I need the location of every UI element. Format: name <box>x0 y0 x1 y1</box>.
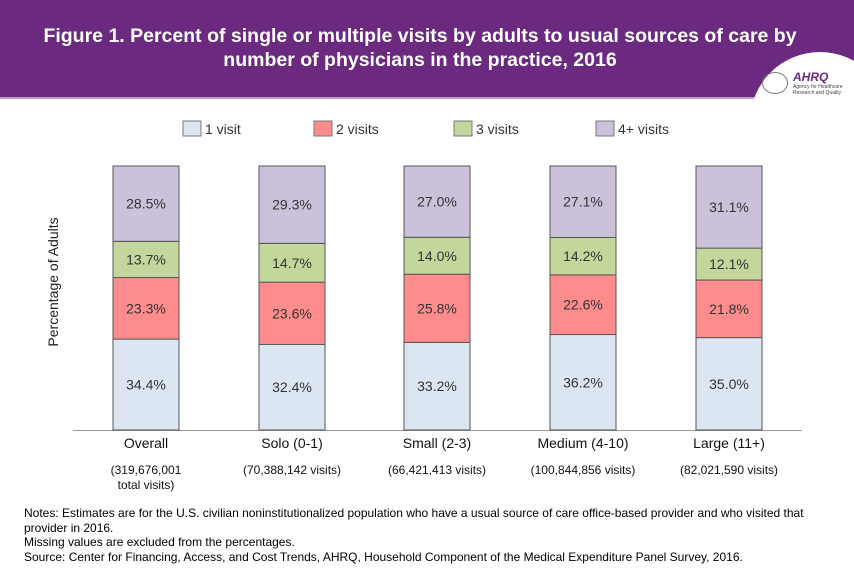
data-label: 28.5% <box>126 196 166 212</box>
category-label: Medium (4-10) <box>537 435 628 451</box>
category-sublabel: (66,421,413 visits) <box>388 463 486 477</box>
bar-segment <box>695 247 763 281</box>
category-label: Small (2-3) <box>403 435 471 451</box>
notes: Notes: Estimates are for the U.S. civili… <box>24 506 844 564</box>
logo-text: AHRQ <box>793 70 829 84</box>
note-line: Source: Center for Financing, Access, an… <box>24 549 743 564</box>
data-label: 27.0% <box>417 194 457 210</box>
bar-segment <box>403 165 471 238</box>
bar-segment <box>112 165 180 242</box>
category-sublabel: (82,021,590 visits) <box>680 463 778 477</box>
data-label: 35.0% <box>709 376 749 392</box>
data-label: 21.8% <box>709 301 749 317</box>
note-line: Missing values are excluded from the per… <box>24 535 295 549</box>
bar-segment <box>695 165 763 249</box>
category-sublabel: (100,844,856 visits) <box>531 463 636 477</box>
data-label: 32.4% <box>272 379 312 395</box>
legend-swatch <box>595 120 615 137</box>
data-label: 27.1% <box>563 194 603 210</box>
bar-segment <box>549 165 617 238</box>
bar-segment <box>258 343 326 431</box>
bar-segment <box>112 338 180 431</box>
hhs-eagle-icon <box>762 72 788 94</box>
data-label: 23.6% <box>272 305 312 321</box>
legend-label: 1 visit <box>205 121 241 137</box>
data-label: 13.7% <box>126 251 166 267</box>
data-label: 33.2% <box>417 378 457 394</box>
data-label: 14.2% <box>563 248 603 264</box>
data-label: 31.1% <box>709 199 749 215</box>
data-label: 29.3% <box>272 197 312 213</box>
bar-segment <box>258 165 326 244</box>
bar-segment <box>112 240 180 279</box>
category-label: Solo (0-1) <box>261 435 322 451</box>
legend-swatch <box>182 120 202 137</box>
data-label: 14.0% <box>417 248 457 264</box>
category-sublabel: total visits) <box>118 478 175 492</box>
header-banner: Figure 1. Percent of single or multiple … <box>0 0 854 99</box>
data-label: 12.1% <box>709 256 749 272</box>
legend-swatch <box>313 120 333 137</box>
bar-segment <box>258 281 326 345</box>
bar-segment <box>403 341 471 431</box>
bar-segment <box>403 236 471 275</box>
bar-segment <box>549 236 617 276</box>
data-label: 36.2% <box>563 374 603 390</box>
note-line: Notes: Estimates are for the U.S. civili… <box>24 506 804 535</box>
category-label: Overall <box>124 435 168 451</box>
y-axis-label: Percentage of Adults <box>45 217 61 346</box>
data-label: 34.4% <box>126 377 166 393</box>
bar-segment <box>403 273 471 343</box>
category-sublabel: (70,388,142 visits) <box>243 463 341 477</box>
data-label: 25.8% <box>417 300 457 316</box>
legend-label: 2 visits <box>336 121 379 137</box>
data-label: 22.6% <box>563 297 603 313</box>
data-label: 23.3% <box>126 300 166 316</box>
logo-subtext: Agency for Healthcare Research and Quali… <box>793 84 843 96</box>
legend-label: 3 visits <box>476 121 519 137</box>
chart-title: Figure 1. Percent of single or multiple … <box>43 25 797 71</box>
category-label: Large (11+) <box>693 435 765 451</box>
data-label: 14.7% <box>272 255 312 271</box>
category-sublabel: (319,676,001 <box>111 463 182 477</box>
legend-label: 4+ visits <box>618 121 669 137</box>
bar-segment <box>258 242 326 283</box>
legend-swatch <box>453 120 473 137</box>
bar-segment <box>112 277 180 340</box>
